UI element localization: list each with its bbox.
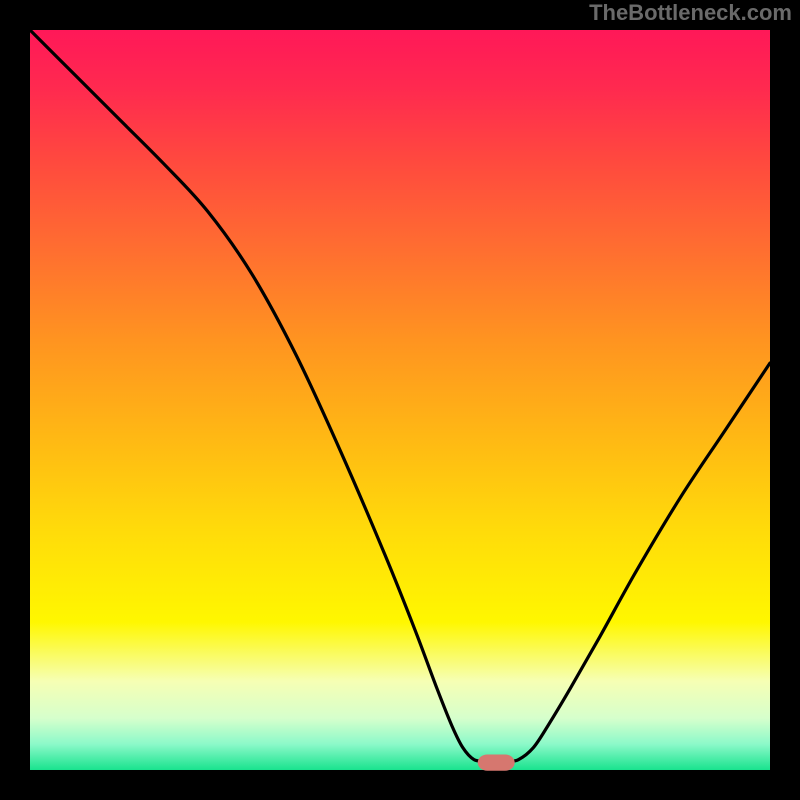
watermark-text: TheBottleneck.com [589,0,792,26]
chart-stage: TheBottleneck.com [0,0,800,800]
minimum-marker [478,754,515,770]
bottleneck-chart [0,0,800,800]
